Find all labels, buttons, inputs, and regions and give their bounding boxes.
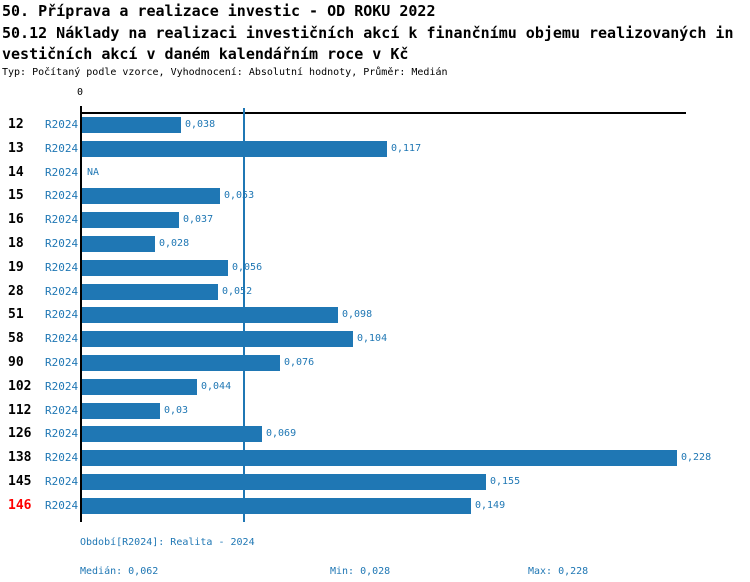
row-period-label: R2024 [45,475,79,488]
bar-value-label: 0,038 [185,119,216,130]
row-period-label: R2024 [45,118,79,131]
row-label: 145 [8,474,32,489]
row-period-label: R2024 [45,332,79,346]
chart-row-138: 138 R2024 0,228 [0,450,750,467]
chart-row-90: 90 R2024 0,076 [0,355,750,371]
row-label: 16 [8,212,24,228]
row-label: 90 [8,355,24,370]
row-label: 146 [8,497,32,513]
row-period-label: R2024 [45,165,79,179]
bar [82,140,387,157]
title-line-3: vestičních akcí v daném kalendářním roce… [2,45,409,63]
bar [82,331,353,348]
footer-min: Min: 0,028 [330,566,391,577]
chart-row-19: 19 R2024 0,056 [0,259,750,276]
row-period-label: R2024 [45,356,79,369]
row-label: 19 [8,259,24,275]
bar [82,497,471,514]
footer-median: Medián: 0,062 [80,566,159,577]
bar-value-label: 0,069 [266,428,297,440]
chart-row-13: 13 R2024 0,117 [0,140,750,157]
bar-value-label: 0,228 [681,452,712,464]
row-period-label: R2024 [45,308,79,322]
bar-value-label: 0,104 [357,333,388,345]
bar-value-label: 0,052 [222,285,253,297]
row-label: 102 [8,378,32,394]
row-label: 58 [8,331,24,347]
title-line-1: 50. Příprava a realizace investic - OD R… [2,2,436,20]
row-period-label: R2024 [45,237,79,250]
bar-value-label: 0,076 [284,357,315,368]
chart-row-58: 58 R2024 0,104 [0,331,750,348]
bar-value-label: 0,155 [490,476,521,487]
chart-row-28: 28 R2024 0,052 [0,283,750,300]
bar [82,426,262,443]
bar [82,402,160,419]
bar [82,259,228,276]
bar [82,236,155,252]
chart-row-102: 102 R2024 0,044 [0,378,750,395]
indicator-meta: Typ: Počítaný podle vzorce, Vyhodnocení:… [2,67,448,78]
bar [82,378,197,395]
row-period-label: R2024 [45,403,79,417]
bar [82,117,181,133]
chart-row-16: 16 R2024 0,037 [0,212,750,229]
title-line-2: 50.12 Náklady na realizaci investičních … [2,24,734,42]
bar-value-label: 0,117 [391,142,422,154]
bar-chart: 12 R2024 0,038 13 R2024 0,117 14 R2024 NA 15 R2024… [0,113,750,522]
row-label: 14 [8,164,24,180]
bar [82,283,218,300]
footer-period-info: Období[R2024]: Realita - 2024 [80,537,255,548]
row-period-label: R2024 [45,498,79,512]
row-label: 126 [8,426,32,442]
row-label: 51 [8,307,24,323]
chart-row-15: 15 R2024 0,053 [0,188,750,205]
chart-row-12: 12 R2024 0,038 [0,117,750,133]
row-period-label: R2024 [45,260,79,274]
row-label: 15 [8,188,24,204]
bar [82,307,338,324]
row-label: 28 [8,283,24,299]
axis-zero-label: 0 [76,87,84,98]
bar-value-label: 0,028 [159,238,190,249]
bar [82,355,280,371]
bar [82,450,677,467]
chart-row-112: 112 R2024 0,03 [0,402,750,419]
row-label: 18 [8,236,24,251]
row-period-label: R2024 [45,284,79,298]
chart-row-126: 126 R2024 0,069 [0,426,750,443]
bar-value-label: 0,053 [224,190,255,202]
chart-row-14: 14 R2024 NA [0,165,750,181]
x-axis-line [80,112,686,114]
chart-row-18: 18 R2024 0,028 [0,236,750,252]
row-period-label: R2024 [45,427,79,441]
bar-value-label: 0,149 [475,499,506,511]
bar-value-label: 0,037 [183,214,214,226]
row-label: 13 [8,140,24,156]
row-label: 12 [8,117,24,132]
row-period-label: R2024 [45,141,79,155]
bar [82,212,179,229]
y-axis-line [80,106,82,522]
chart-row-51: 51 R2024 0,098 [0,307,750,324]
row-period-label: R2024 [45,213,79,227]
bar [82,188,220,205]
bar-value-label: 0,098 [342,309,373,321]
row-period-label: R2024 [45,189,79,203]
row-label: 112 [8,402,32,418]
chart-row-145: 145 R2024 0,155 [0,474,750,490]
na-label: NA [87,166,100,178]
footer-max: Max: 0,228 [528,566,589,577]
bar [82,474,486,490]
bar-value-label: 0,044 [201,380,232,392]
row-period-label: R2024 [45,451,79,465]
bar-value-label: 0,03 [164,404,189,416]
row-label: 138 [8,450,32,466]
chart-row-146: 146 R2024 0,149 [0,497,750,514]
row-period-label: R2024 [45,379,79,393]
bar-value-label: 0,056 [232,261,263,273]
